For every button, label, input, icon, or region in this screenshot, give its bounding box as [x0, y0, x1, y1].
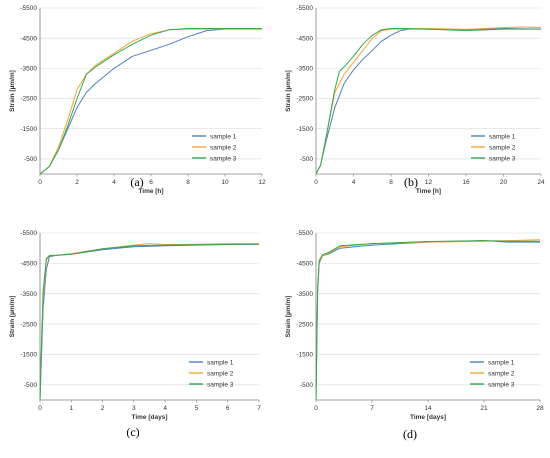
- legend-entry: sample 1: [488, 359, 515, 366]
- y-axis-label: Strain [µm/m]: [285, 70, 292, 112]
- x-tick-label: 21: [480, 405, 488, 412]
- panel-label: (b): [404, 175, 418, 189]
- series-line-sample-3: [315, 28, 541, 175]
- legend-entry: sample 3: [489, 155, 516, 162]
- x-tick-label: 3: [132, 405, 136, 412]
- y-tick-label: -2500: [20, 321, 37, 328]
- chart-panel-4: -500 -1500 -2500 -3500 -4500 -5500 0 7 14 21 28 Tim…: [285, 230, 544, 441]
- y-tick-label: -4500: [20, 35, 37, 42]
- x-tick-label: 4: [163, 405, 167, 412]
- y-tick-label: -500: [24, 156, 37, 163]
- chart-panel-1: -500 -1500 -2500 -3500 -4500 -5500 0 2 4 6 8 10 12 Ti…: [9, 5, 266, 195]
- chart-panel-3: -500 -1500 -2500 -3500 -4500 -5500 0 1 2 3 4 5 6 7 Tim…: [9, 230, 261, 439]
- y-tick-label: -1500: [296, 126, 313, 133]
- y-tick-label: -3500: [20, 291, 37, 298]
- series-line-sample-1: [315, 28, 542, 175]
- y-tick-label: -4500: [296, 261, 313, 268]
- y-tick-label: -2500: [296, 96, 313, 103]
- x-axis-label: Time [days]: [410, 414, 446, 421]
- x-tick-label: 10: [221, 179, 229, 186]
- y-axis-label: Strain [µm/m]: [9, 70, 16, 112]
- x-tick-label: 28: [536, 405, 544, 412]
- series-line-sample-3: [315, 240, 540, 401]
- chart-panel-2: -500 -1500 -2500 -3500 -4500 -5500 0 4 8 12 16 20 24…: [285, 5, 545, 195]
- series-line-sample-2: [39, 28, 262, 175]
- series-line-sample-3: [39, 243, 260, 401]
- x-tick-label: 14: [424, 405, 432, 412]
- x-tick-label: 6: [226, 405, 230, 412]
- x-tick-label: 6: [149, 179, 153, 186]
- y-tick-label: -1500: [20, 126, 37, 133]
- legend-entry: sample 3: [210, 155, 237, 162]
- x-tick-label: 1: [69, 405, 73, 412]
- x-tick-label: 8: [186, 179, 190, 186]
- y-tick-label: -3500: [296, 291, 313, 298]
- x-tick-label: 4: [352, 179, 356, 186]
- y-axis-label: Strain [µm/m]: [285, 296, 292, 338]
- y-tick-label: -5500: [20, 5, 37, 12]
- y-tick-label: -3500: [296, 66, 313, 73]
- legend-entry: sample 2: [207, 370, 234, 377]
- y-tick-label: -1500: [296, 352, 313, 359]
- x-tick-label: 0: [314, 179, 318, 186]
- y-tick-label: -3500: [20, 66, 37, 73]
- legend-entry: sample 1: [210, 133, 237, 140]
- panel-label: (c): [126, 425, 139, 439]
- y-tick-label: -5500: [20, 230, 37, 237]
- series-line-sample-3: [39, 28, 262, 175]
- x-tick-label: 16: [462, 179, 470, 186]
- y-axis-label: Strain [µm/m]: [9, 296, 16, 338]
- y-tick-label: -500: [24, 382, 37, 389]
- x-tick-label: 8: [389, 179, 393, 186]
- legend-entry: sample 3: [207, 381, 234, 388]
- x-tick-label: 24: [537, 179, 545, 186]
- x-tick-label: 0: [314, 405, 318, 412]
- y-tick-label: -500: [300, 156, 313, 163]
- panel-label: (a): [130, 175, 143, 189]
- series-line-sample-2: [315, 26, 542, 175]
- panel-label: (d): [403, 427, 417, 441]
- x-tick-label: 2: [75, 179, 79, 186]
- x-tick-label: 0: [38, 405, 42, 412]
- y-tick-label: -2500: [296, 321, 313, 328]
- legend-entry: sample 2: [210, 144, 237, 151]
- x-tick-label: 0: [38, 179, 42, 186]
- y-tick-label: -4500: [20, 261, 37, 268]
- y-tick-label: -2500: [20, 96, 37, 103]
- x-tick-label: 7: [370, 405, 374, 412]
- legend-entry: sample 2: [489, 144, 516, 151]
- x-axis-label: Time [h]: [138, 188, 163, 195]
- x-tick-label: 20: [500, 179, 508, 186]
- x-tick-label: 12: [425, 179, 433, 186]
- legend-entry: sample 3: [488, 381, 515, 388]
- x-tick-label: 12: [258, 179, 266, 186]
- y-tick-label: -500: [300, 382, 313, 389]
- y-tick-label: -4500: [296, 35, 313, 42]
- y-tick-label: -1500: [20, 352, 37, 359]
- y-tick-label: -5500: [296, 5, 313, 12]
- legend-entry: sample 2: [488, 370, 515, 377]
- x-tick-label: 4: [112, 179, 116, 186]
- legend-entry: sample 1: [489, 133, 516, 140]
- x-tick-label: 2: [101, 405, 105, 412]
- legend-entry: sample 1: [207, 359, 234, 366]
- x-axis-label: Time [h]: [416, 188, 441, 195]
- x-axis-label: Time [days]: [131, 414, 167, 421]
- y-tick-label: -5500: [296, 230, 313, 237]
- x-tick-label: 5: [195, 405, 199, 412]
- x-tick-label: 7: [257, 405, 261, 412]
